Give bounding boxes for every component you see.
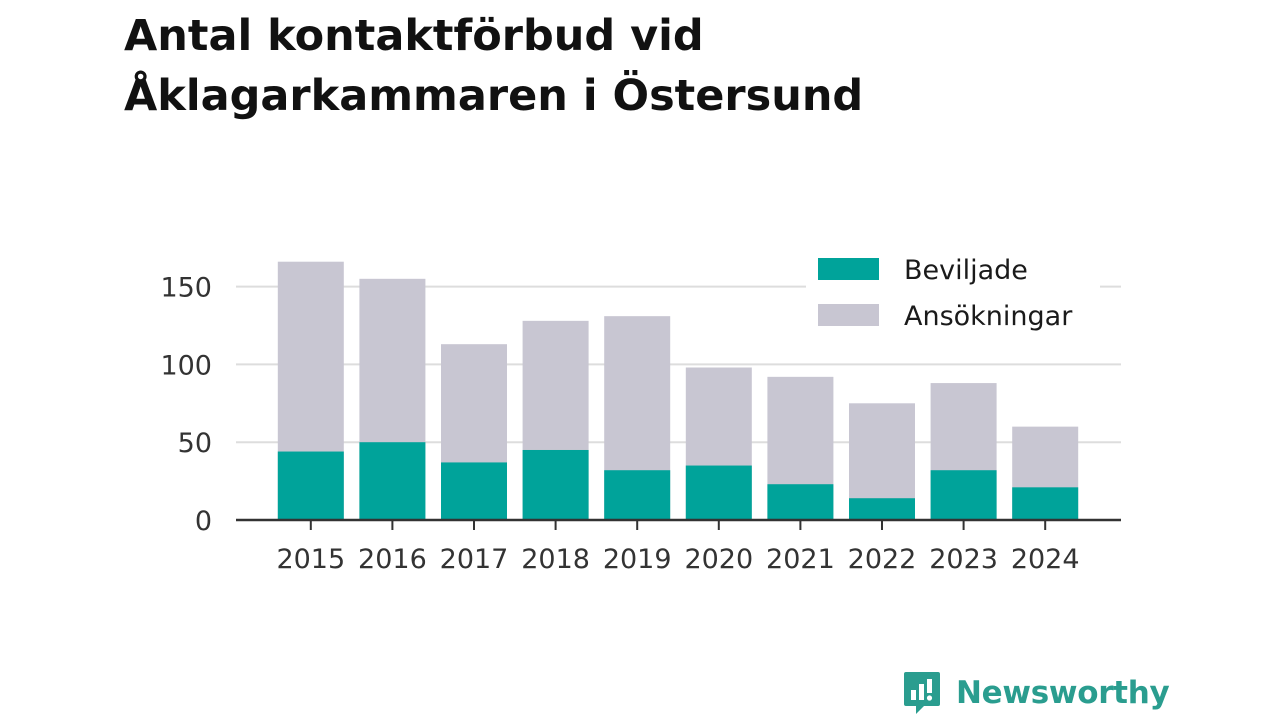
brand-name: Newsworthy xyxy=(956,675,1170,711)
x-tick-label-2016: 2016 xyxy=(358,544,427,575)
y-tick-label-100: 100 xyxy=(160,350,212,381)
axes: 0 50 100 150 2015 2016 2017 2018 2019 2020 2021 202… xyxy=(160,273,1121,575)
x-tick-label-2017: 2017 xyxy=(440,544,509,575)
legend-label-applications: Ansökningar xyxy=(904,301,1073,332)
x-tick-label-2023: 2023 xyxy=(929,544,998,575)
brand-logo: Newsworthy xyxy=(902,668,1170,718)
bars xyxy=(277,261,1079,520)
bar-granted-2022 xyxy=(849,498,915,520)
x-tick-label-2015: 2015 xyxy=(276,544,345,575)
legend-swatch-applications xyxy=(818,304,879,326)
bar-granted-2023 xyxy=(930,470,997,520)
chart-title: Antal kontaktförbud vid Åklagarkammaren … xyxy=(124,6,1124,126)
y-tick-label-150: 150 xyxy=(160,273,212,304)
y-tick-label-50: 50 xyxy=(178,428,212,459)
bar-granted-2020 xyxy=(685,465,752,520)
bar-granted-2018 xyxy=(522,449,589,520)
x-tick-label-2022: 2022 xyxy=(848,544,917,575)
legend: Beviljade Ansökningar xyxy=(806,250,1100,342)
bar-granted-2015 xyxy=(277,451,344,520)
y-tick-label-0: 0 xyxy=(195,506,212,537)
bar-granted-2021 xyxy=(767,484,834,520)
legend-label-granted: Beviljade xyxy=(904,255,1028,286)
x-tick-label-2018: 2018 xyxy=(521,544,590,575)
newsworthy-logo-icon xyxy=(904,672,940,714)
bar-granted-2019 xyxy=(604,470,671,520)
x-tick-label-2021: 2021 xyxy=(766,544,835,575)
bar-granted-2016 xyxy=(359,442,426,520)
x-tick-label-2019: 2019 xyxy=(603,544,672,575)
bar-granted-2017 xyxy=(441,462,507,520)
chart-title-line-2: Åklagarkammaren i Östersund xyxy=(124,71,864,121)
x-tick-label-2020: 2020 xyxy=(684,544,753,575)
x-tick-label-2024: 2024 xyxy=(1011,544,1080,575)
bar-granted-2024 xyxy=(1012,487,1079,520)
legend-swatch-granted xyxy=(818,258,879,280)
chart-title-line-1: Antal kontaktförbud vid xyxy=(124,11,704,61)
